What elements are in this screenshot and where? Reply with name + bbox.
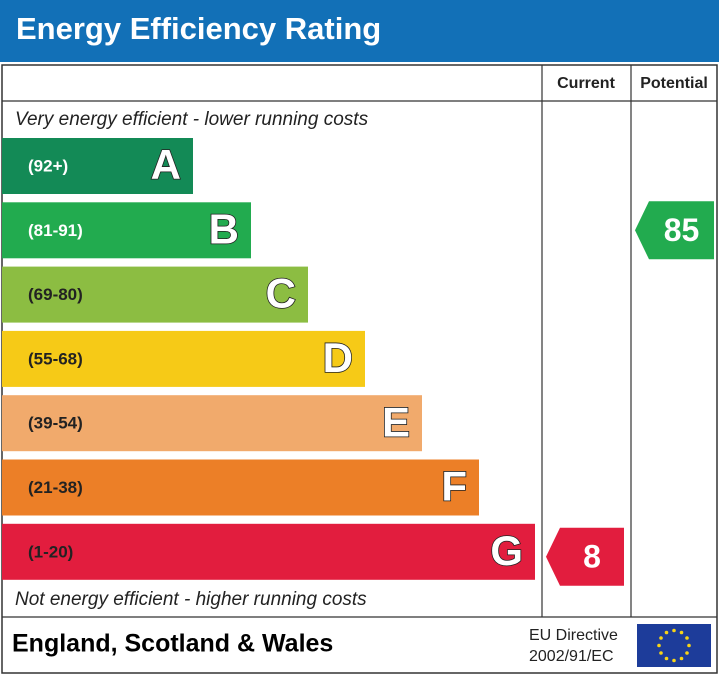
band-letter: B xyxy=(209,205,239,252)
band-bar xyxy=(2,202,251,259)
band-range: (21-38) xyxy=(28,478,83,497)
flag-star xyxy=(672,658,676,663)
directive: 2002/91/EC xyxy=(529,648,614,665)
band-bar xyxy=(2,459,479,516)
current-header: Current xyxy=(557,75,615,92)
flag-star xyxy=(687,643,691,648)
band-letter: F xyxy=(441,463,467,510)
band-range: (55-68) xyxy=(28,349,83,368)
flag-star xyxy=(659,651,663,655)
band-range: (69-80) xyxy=(28,285,83,304)
flag-star xyxy=(685,651,689,655)
flag-star xyxy=(664,656,669,661)
rating-arrow xyxy=(546,527,624,586)
band-range: (92+) xyxy=(28,156,68,175)
band-bar xyxy=(2,395,422,452)
band-letter: A xyxy=(151,141,181,188)
flag-star xyxy=(657,643,661,648)
band-letter: E xyxy=(382,398,410,445)
potential-header: Potential xyxy=(640,75,708,92)
flag-star xyxy=(679,656,684,661)
flag-star xyxy=(672,628,676,633)
band-letter: C xyxy=(266,270,296,317)
band-bar xyxy=(2,330,365,387)
region: England, Scotland & Wales xyxy=(12,630,333,658)
band-bar xyxy=(2,523,535,580)
eu-flag xyxy=(637,624,711,667)
band-range: (39-54) xyxy=(28,414,83,433)
rating-value: 85 xyxy=(664,212,700,248)
rating-arrow xyxy=(635,201,714,260)
title: Energy Efficiency Rating xyxy=(16,11,381,46)
band-range: (1-20) xyxy=(28,542,73,561)
rating-value: 8 xyxy=(583,538,601,574)
bottom-note: Not energy efficient - higher running co… xyxy=(15,589,367,610)
band-range: (81-91) xyxy=(28,221,83,240)
band-letter: G xyxy=(490,527,523,574)
band-letter: D xyxy=(323,334,353,381)
band-bar xyxy=(2,266,308,323)
directive: EU Directive xyxy=(529,627,618,644)
band-bar xyxy=(2,138,193,194)
flag-star xyxy=(679,630,684,635)
top-note: Very energy efficient - lower running co… xyxy=(15,109,369,130)
title-bar xyxy=(0,0,719,62)
flag-star xyxy=(664,630,669,635)
flag-star xyxy=(659,636,663,640)
flag-star xyxy=(685,636,689,640)
